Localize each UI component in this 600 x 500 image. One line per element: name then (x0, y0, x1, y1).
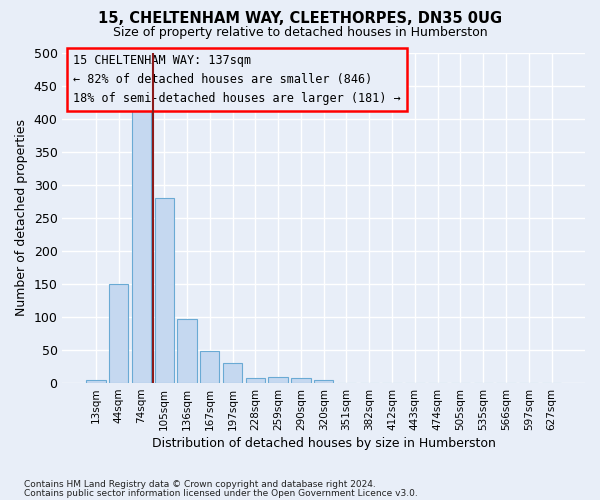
Bar (86, 380, 106, 383)
Text: 15 CHELTENHAM WAY: 137sqm
← 82% of detached houses are smaller (846)
18% of semi: 15 CHELTENHAM WAY: 137sqm ← 82% of detac… (73, 54, 401, 105)
Bar (178, 319, 197, 383)
X-axis label: Distribution of detached houses by size in Humberston: Distribution of detached houses by size … (152, 437, 496, 450)
Bar (200, 350, 220, 383)
Bar (291, 378, 311, 383)
Bar (109, 284, 128, 383)
Bar (132, 106, 151, 383)
Bar (245, 378, 265, 383)
Bar (268, 377, 288, 383)
Bar (223, 363, 242, 383)
Text: Size of property relative to detached houses in Humberston: Size of property relative to detached ho… (113, 26, 487, 39)
Bar (314, 380, 334, 383)
Text: Contains public sector information licensed under the Open Government Licence v3: Contains public sector information licen… (24, 488, 418, 498)
Bar (155, 198, 174, 383)
Y-axis label: Number of detached properties: Number of detached properties (15, 120, 28, 316)
Text: 15, CHELTENHAM WAY, CLEETHORPES, DN35 0UG: 15, CHELTENHAM WAY, CLEETHORPES, DN35 0U… (98, 11, 502, 26)
Text: Contains HM Land Registry data © Crown copyright and database right 2024.: Contains HM Land Registry data © Crown c… (24, 480, 376, 489)
